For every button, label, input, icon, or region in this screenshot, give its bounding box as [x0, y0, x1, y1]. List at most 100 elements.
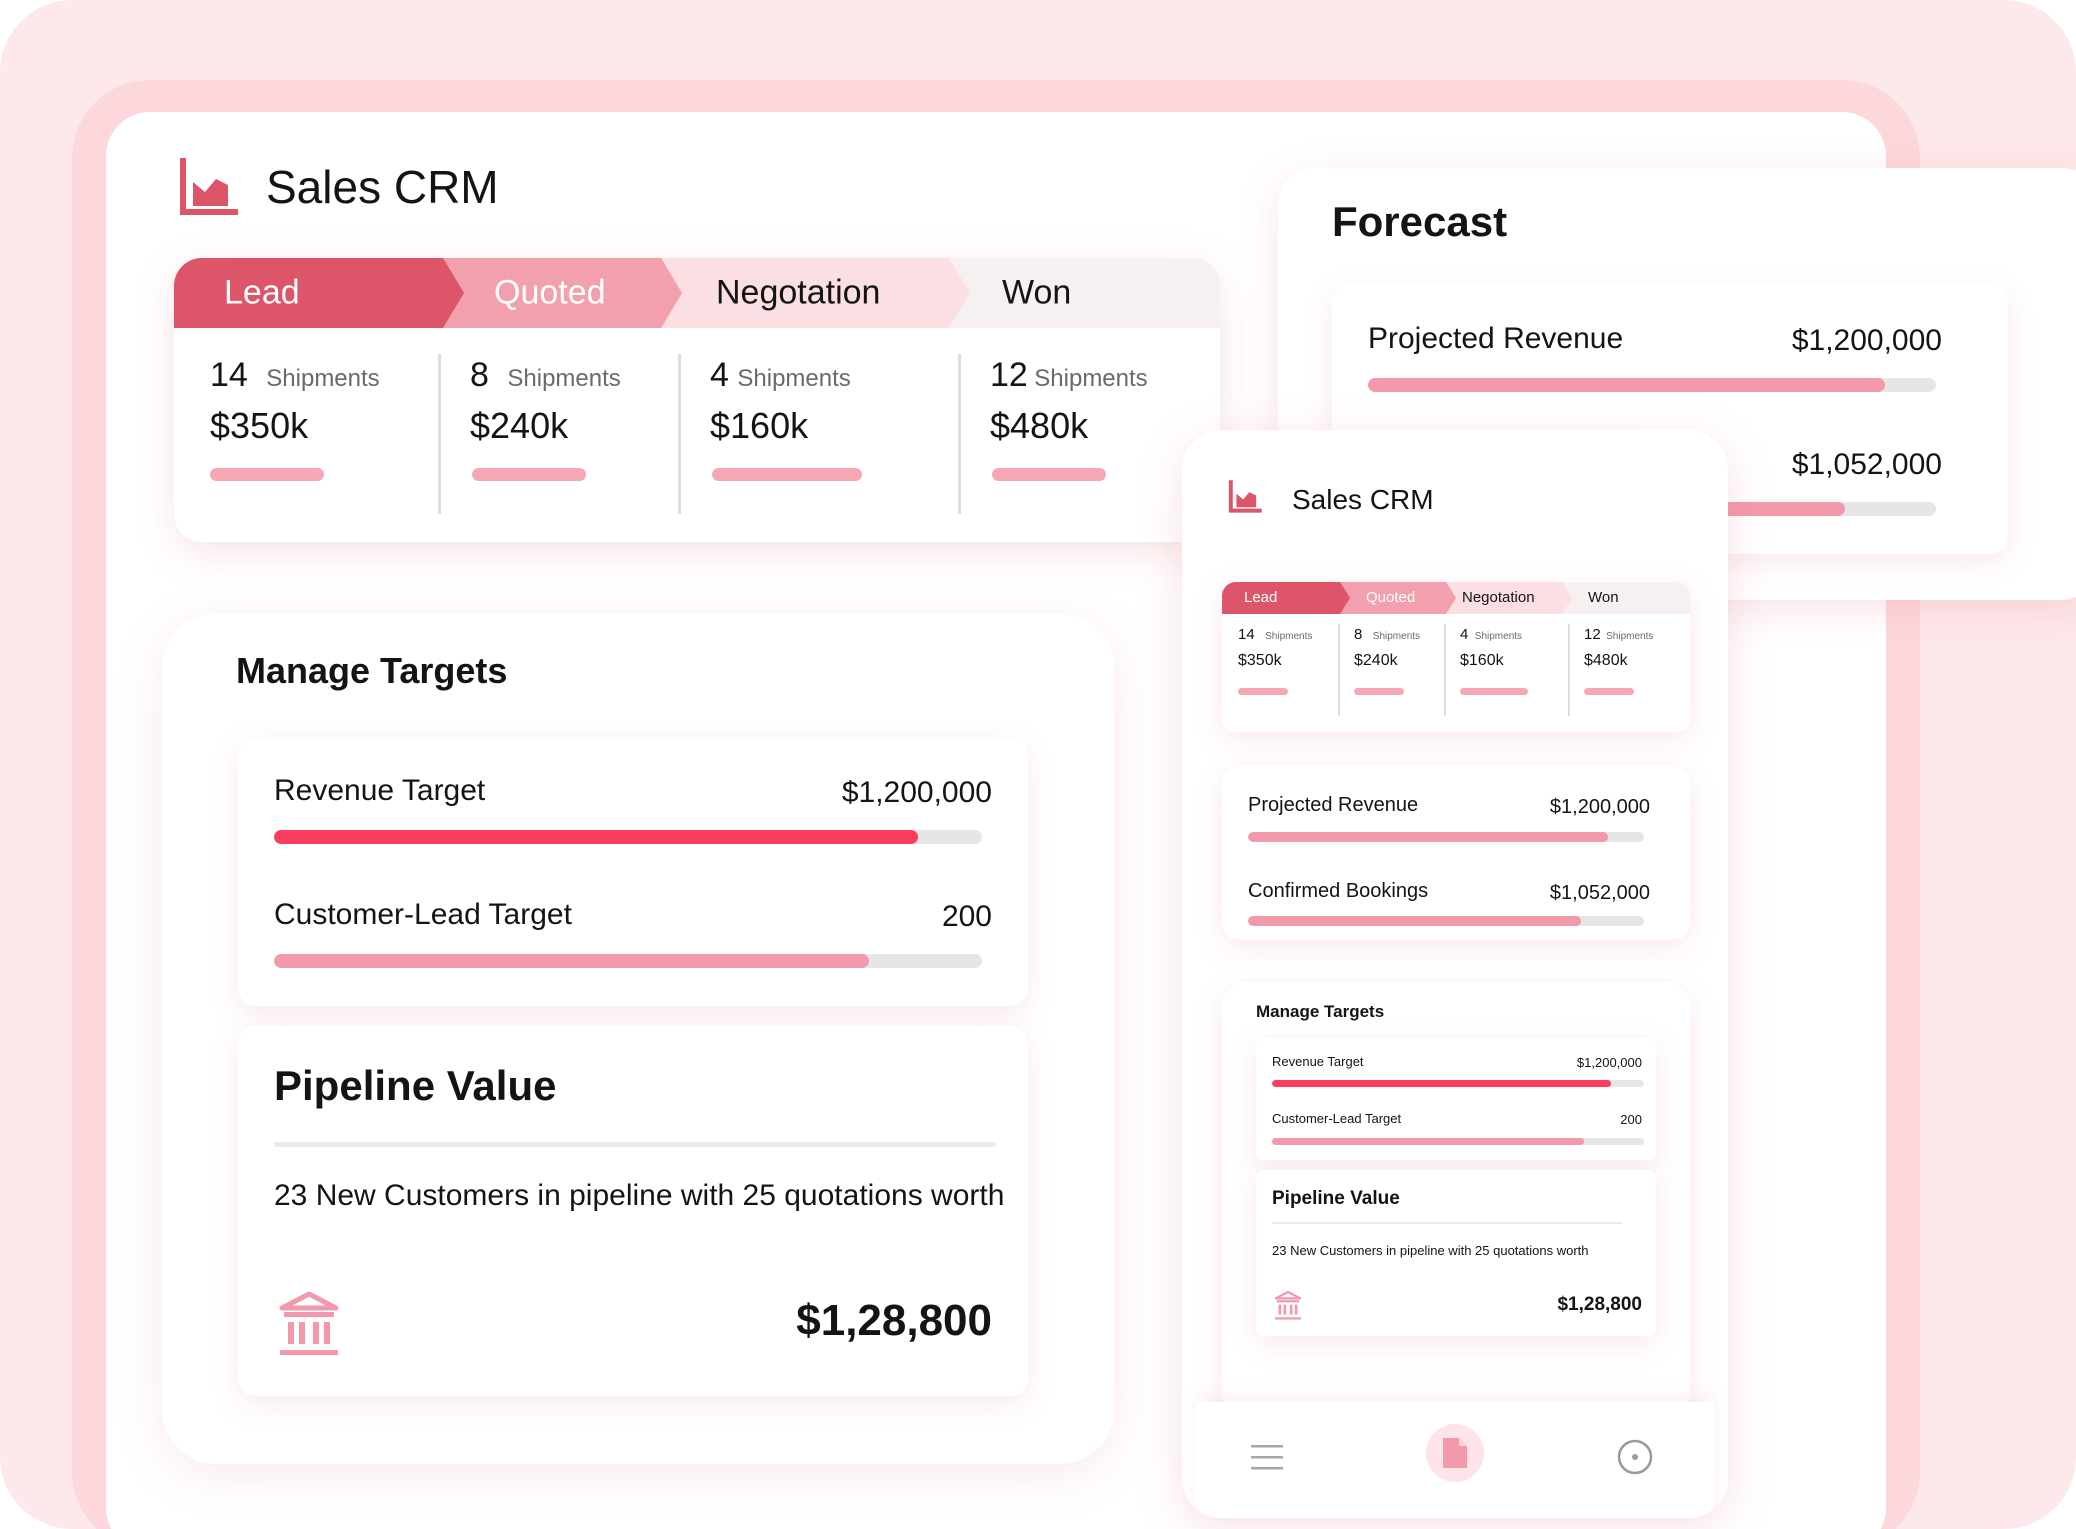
forecast-value: $1,200,000	[1791, 324, 1942, 357]
forecast-progress-fill	[1368, 378, 1885, 392]
mobile-target-value: $1,200,000	[1576, 1055, 1642, 1070]
manage-targets-card: Manage Targets Revenue Target $1,200,000…	[162, 614, 1114, 1464]
stage-label-negotiation: Negotation	[716, 273, 881, 312]
chart-logo-icon	[1228, 480, 1262, 513]
document-nav-button[interactable]	[1426, 1424, 1484, 1482]
stat-amount: $240k	[1354, 652, 1398, 669]
chart-logo-icon	[180, 158, 238, 215]
mobile-stage-label-quoted: Quoted	[1366, 589, 1416, 606]
mobile-pipeline-value-description: 23 New Customers in pipeline with 25 quo…	[1272, 1243, 1589, 1258]
mobile-revenue-target-bar[interactable]	[1272, 1080, 1644, 1087]
mobile-stage-label-won: Won	[1588, 589, 1619, 606]
stat-count: 14	[210, 356, 248, 394]
forecast-value: $1,052,000	[1791, 448, 1942, 481]
app-title: Sales CRM	[266, 161, 499, 213]
pipeline-value-panel: Pipeline Value 23 New Customers in pipel…	[238, 1026, 1028, 1396]
mobile-stage-lead[interactable]: Lead	[1222, 582, 1350, 614]
mobile-forecast-label: Confirmed Bookings	[1248, 880, 1429, 902]
stat-count: 14	[1238, 626, 1255, 643]
stat-bar	[1354, 688, 1404, 695]
stat-unit: Shipments	[507, 365, 621, 392]
stat-count: 4	[1460, 626, 1469, 643]
mobile-pipeline-value-panel: Pipeline Value 23 New Customers in pipel…	[1256, 1170, 1656, 1336]
stage-tab-lead[interactable]: Lead	[174, 258, 464, 328]
mobile-stage-label-lead: Lead	[1244, 589, 1278, 606]
column-divider	[1568, 624, 1570, 716]
stat-unit: Shipments	[1034, 365, 1148, 392]
mobile-pipeline-value-divider	[1272, 1222, 1622, 1224]
customer-lead-target-bar[interactable]	[274, 954, 982, 968]
menu-icon[interactable]	[1250, 1442, 1284, 1472]
column-divider	[438, 354, 441, 514]
mobile-forecast-fill	[1248, 916, 1581, 926]
stat-count: 12	[990, 356, 1028, 394]
revenue-target-bar[interactable]	[274, 830, 982, 844]
stat-won: 12 Shipments $480k	[990, 356, 1148, 447]
stat-count: 8	[1354, 626, 1363, 643]
stat-amount: $480k	[990, 405, 1089, 446]
mobile-forecast-label: Projected Revenue	[1248, 794, 1419, 816]
pipeline-value-title: Pipeline Value	[274, 1062, 557, 1109]
target-value: 200	[941, 900, 992, 933]
mobile-forecast-bar	[1248, 916, 1644, 926]
stat-bar	[472, 468, 586, 481]
mobile-customer-lead-target-bar[interactable]	[1272, 1138, 1644, 1145]
stat-unit: Shipments	[266, 365, 380, 392]
mobile-pipeline-value-amount: $1,28,800	[1557, 1294, 1642, 1315]
column-divider	[678, 354, 681, 514]
mobile-target-value: 200	[1620, 1112, 1642, 1127]
target-label: Revenue Target	[274, 774, 486, 807]
mobile-target-label: Revenue Target	[1272, 1054, 1364, 1069]
stat-bar	[210, 468, 324, 481]
mobile-customer-lead-target-fill	[1272, 1138, 1585, 1145]
stat-count: 12	[1584, 626, 1601, 643]
mobile-stat-won: 12 Shipments $480k	[1584, 626, 1653, 670]
stat-bar	[1238, 688, 1288, 695]
stat-unit: Shipments	[1265, 631, 1313, 642]
column-divider	[1338, 624, 1340, 716]
document-icon	[1443, 1438, 1467, 1468]
stage-label-quoted: Quoted	[494, 273, 606, 312]
stat-amount: $240k	[470, 405, 569, 446]
mobile-pipeline-card: Won Negotation Quoted Lead 14 Shipments …	[1222, 582, 1690, 732]
mobile-bottom-nav	[1196, 1402, 1714, 1518]
mobile-stage-label-negotiation: Negotation	[1462, 589, 1535, 606]
stage-label-lead: Lead	[224, 273, 300, 312]
stat-bar	[992, 468, 1106, 481]
forecast-progress-bar	[1368, 378, 1936, 392]
stat-lead: 14 Shipments $350k	[210, 356, 380, 447]
stage-label-won: Won	[1002, 273, 1072, 312]
stat-amount: $350k	[210, 405, 309, 446]
bank-icon	[1274, 1290, 1302, 1320]
column-divider	[1444, 624, 1446, 716]
mobile-forecast-value: $1,200,000	[1549, 796, 1650, 818]
stat-unit: Shipments	[1606, 631, 1654, 642]
forecast-label: Projected Revenue	[1368, 322, 1624, 355]
target-label: Customer-Lead Target	[274, 898, 572, 931]
mobile-forecast-value: $1,052,000	[1549, 882, 1650, 904]
stat-quoted: 8 Shipments $240k	[470, 356, 621, 447]
mobile-stat-quoted: 8 Shipments $240k	[1354, 626, 1420, 670]
mobile-forecast-fill	[1248, 832, 1609, 842]
mobile-preview: Sales CRM Won Negotation Quoted Lead 14 …	[1182, 430, 1728, 1518]
stat-count: 4	[710, 356, 729, 394]
target-value: $1,200,000	[841, 776, 992, 809]
stat-amount: $160k	[710, 405, 809, 446]
stat-count: 8	[470, 356, 489, 394]
pipeline-card: Won Negotation Quoted Lead 14 Shipments …	[174, 258, 1220, 542]
mobile-stat-lead: 14 Shipments $350k	[1238, 626, 1312, 670]
manage-targets-title: Manage Targets	[236, 650, 508, 691]
mobile-app-title: Sales CRM	[1292, 484, 1434, 515]
mobile-targets-card: Manage Targets Revenue Target $1,200,000…	[1222, 982, 1690, 1416]
stat-bar	[1584, 688, 1634, 695]
stat-amount: $160k	[1460, 652, 1504, 669]
stat-amount: $350k	[1238, 652, 1282, 669]
mobile-target-label: Customer-Lead Target	[1272, 1111, 1402, 1126]
stat-bar	[1460, 688, 1528, 695]
column-divider	[958, 354, 961, 514]
stat-unit: Shipments	[1372, 631, 1421, 642]
mobile-stat-negotiation: 4 Shipments $160k	[1460, 626, 1522, 670]
stat-bar	[712, 468, 862, 481]
revenue-target-fill	[274, 830, 919, 844]
target-icon[interactable]	[1616, 1438, 1654, 1476]
